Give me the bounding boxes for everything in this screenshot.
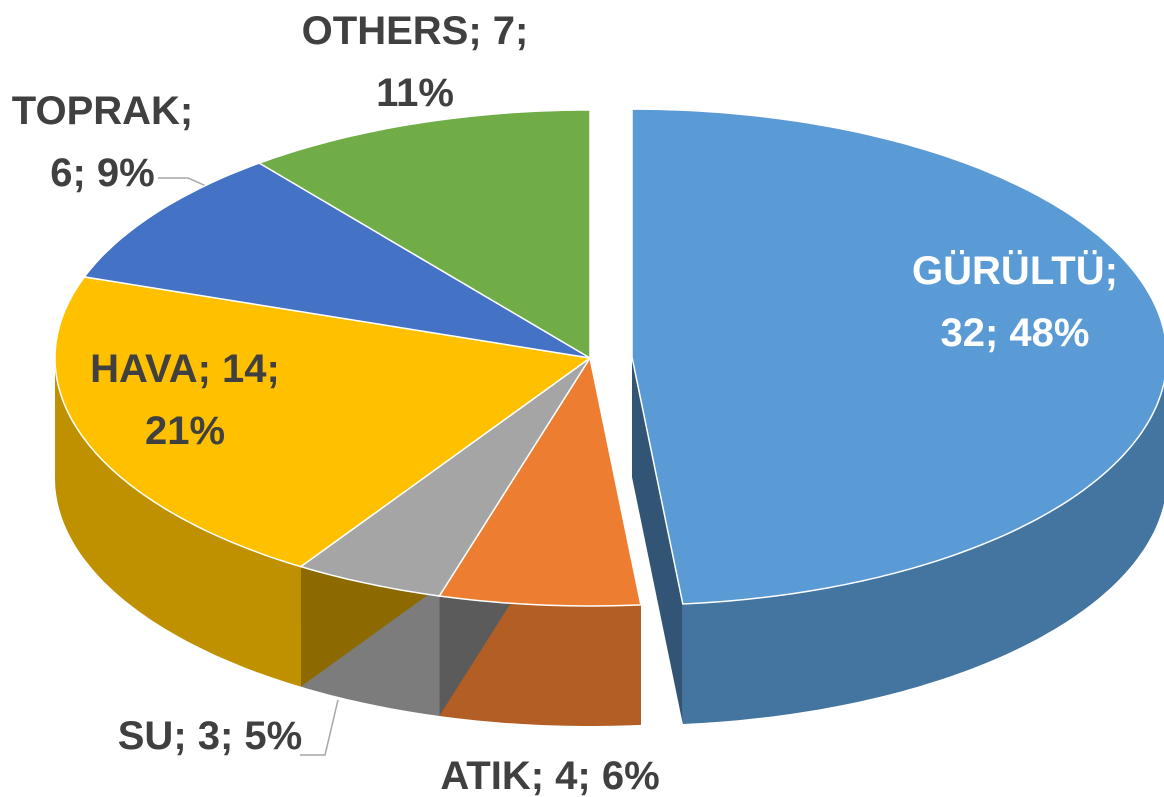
slice-side — [55, 358, 301, 687]
leader-line — [300, 699, 339, 756]
slice — [299, 357, 591, 597]
data-label: GÜRÜLTÜ; 32; 48% — [912, 249, 1118, 355]
data-label: ATIK; 4; 6% — [440, 754, 660, 797]
slice — [54, 276, 592, 568]
slice — [631, 108, 1164, 605]
data-label: TOPRAK; 6; 9% — [11, 89, 194, 195]
slice — [438, 356, 642, 607]
slice-side — [682, 383, 1164, 724]
slice-wall — [632, 357, 683, 724]
slice — [257, 109, 591, 360]
data-label: SU; 3; 5% — [117, 714, 303, 758]
slice — [83, 162, 591, 359]
data-label: OTHERS; 7; 11% — [301, 9, 529, 115]
data-label: HAVA; 14; 21% — [90, 347, 280, 453]
